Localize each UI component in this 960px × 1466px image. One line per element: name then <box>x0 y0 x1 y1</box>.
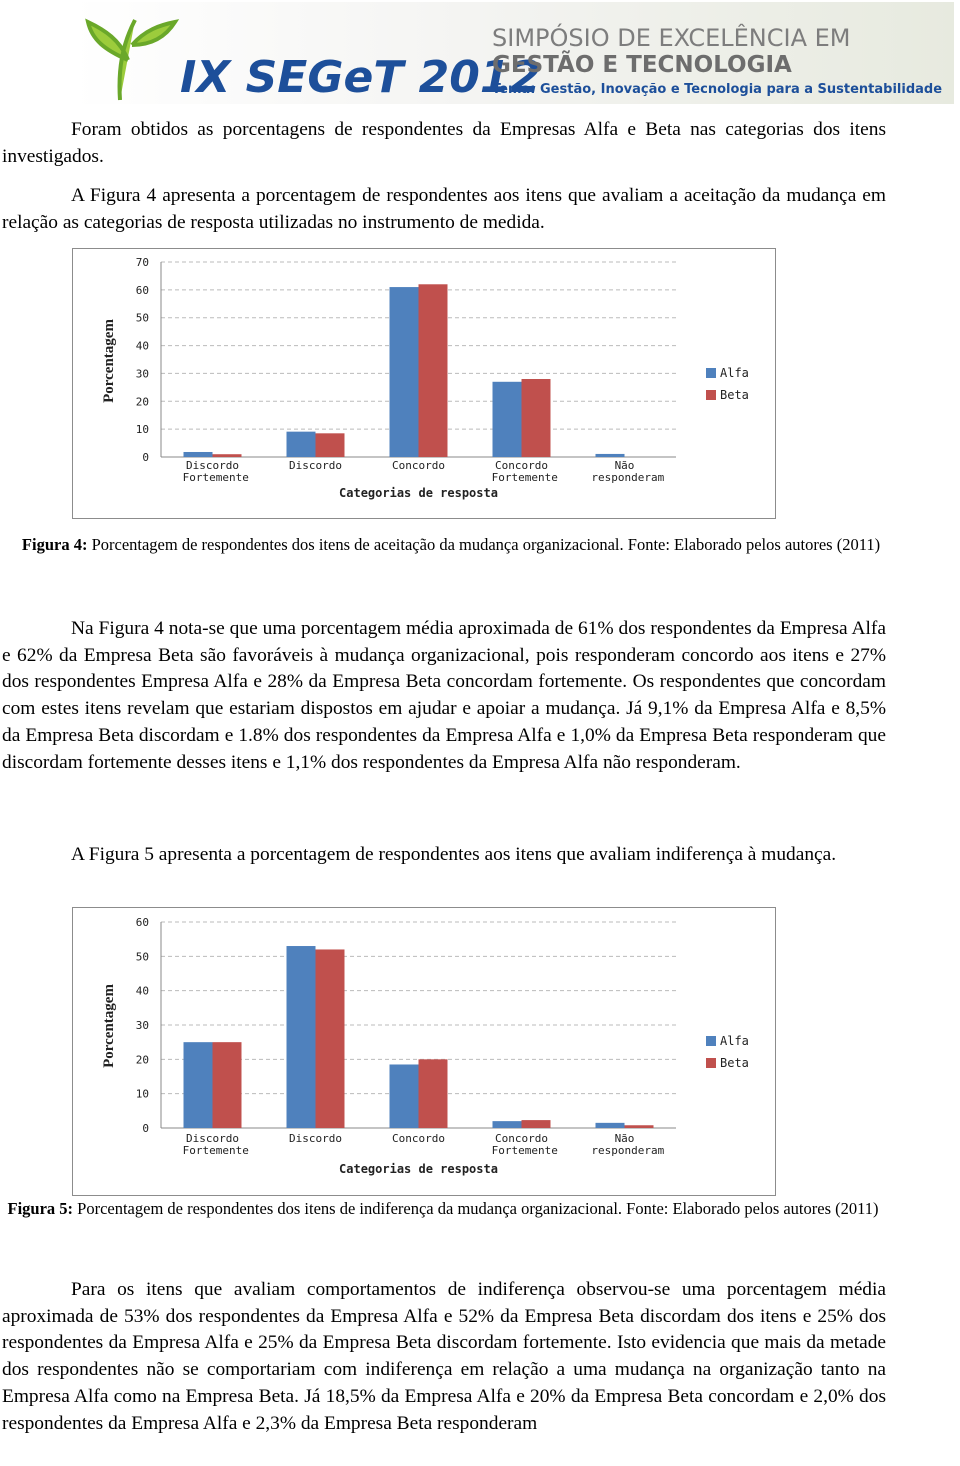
bar <box>624 1125 654 1128</box>
y-tick-label: 40 <box>136 340 149 353</box>
x-tick-label: Não responderam <box>585 459 665 484</box>
caption-text: Porcentagem de respondentes dos itens de… <box>77 1199 879 1218</box>
legend-label: Beta <box>720 388 749 402</box>
bar <box>521 1120 551 1128</box>
bar <box>212 454 242 457</box>
bar <box>595 1122 625 1128</box>
bar <box>183 1042 213 1128</box>
bar-chart: 0 10 20 30 40 50 60 70 Discordo Fortemente Discor… <box>72 248 776 519</box>
y-tick-label: 20 <box>136 1053 149 1066</box>
caption-text: Porcentagem de respondentes dos itens de… <box>91 535 881 554</box>
bar <box>389 287 419 457</box>
x-tick-label: Discordo <box>289 459 342 472</box>
y-tick-label: 50 <box>136 312 149 325</box>
y-tick-label: 50 <box>136 950 149 963</box>
header-line2: GESTÃO E TECNOLOGIA <box>492 50 792 78</box>
y-tick-label: 20 <box>136 395 149 408</box>
bar <box>418 284 448 457</box>
legend-label: Beta <box>720 1056 749 1070</box>
x-axis-title: Categorias de resposta <box>339 1162 498 1176</box>
y-tick-label: 30 <box>136 367 149 380</box>
x-axis-title: Categorias de resposta <box>339 486 498 500</box>
bar <box>183 451 213 457</box>
bar <box>492 1121 522 1128</box>
bar <box>286 946 316 1128</box>
paragraph: A Figura 5 apresenta a porcentagem de re… <box>71 844 837 865</box>
bar <box>595 453 625 457</box>
bar <box>492 381 522 457</box>
bar <box>389 1064 419 1128</box>
bar <box>315 949 345 1128</box>
header-theme: Tema: Gestão, Inovação e Tecnologia para… <box>492 82 942 97</box>
figure-caption: Figura 4: Porcentagem de respondentes do… <box>16 534 886 556</box>
y-axis-title: Porcentagem <box>101 319 117 403</box>
y-tick-label: 60 <box>136 916 149 929</box>
legend-swatch <box>706 1058 716 1068</box>
legend-swatch <box>706 390 716 400</box>
leaf-icon <box>85 18 180 101</box>
y-axis-title: Porcentagem <box>101 984 117 1068</box>
y-tick-label: 10 <box>136 1088 149 1101</box>
legend-swatch <box>706 1036 716 1046</box>
x-tick-label: Discordo <box>289 1132 342 1145</box>
caption-label: Figura 5: <box>7 1199 74 1218</box>
x-tick-label: Discordo Fortemente <box>176 459 249 484</box>
paragraph: Foram obtidos as porcentagens de respond… <box>2 119 886 167</box>
y-tick-label: 0 <box>142 451 149 464</box>
x-tick-label: Concordo Fortemente <box>485 459 558 484</box>
bar <box>286 431 316 457</box>
x-tick-label: Não responderam <box>585 1132 665 1157</box>
x-tick-label: Concordo <box>392 459 445 472</box>
y-tick-label: 60 <box>136 284 149 297</box>
x-tick-label: Concordo <box>392 1132 445 1145</box>
banner-bg <box>72 2 954 104</box>
x-tick-label: Discordo Fortemente <box>176 1132 249 1157</box>
figure-caption: Figura 5: Porcentagem de respondentes do… <box>0 1198 886 1220</box>
paragraph: A Figura 4 apresenta a porcentagem de re… <box>2 185 886 233</box>
caption-label: Figura 4: <box>21 535 88 554</box>
bar <box>212 1042 242 1128</box>
bar-chart: 0 10 20 30 40 50 60 Discordo Fortemente Discordo… <box>72 907 776 1196</box>
legend-label: Alfa <box>720 1034 749 1048</box>
y-tick-label: 0 <box>142 1122 149 1135</box>
x-tick-label: Concordo Fortemente <box>485 1132 558 1157</box>
legend-swatch <box>706 368 716 378</box>
header-banner: IX SEGeT 2012 SIMPÓSIO DE EXCELÊNCIA EM … <box>72 2 954 104</box>
y-tick-label: 40 <box>136 985 149 998</box>
y-tick-label: 70 <box>136 256 149 269</box>
bar <box>418 1059 448 1128</box>
header-line1: SIMPÓSIO DE EXCELÊNCIA EM <box>492 22 851 52</box>
bar <box>315 433 345 457</box>
bar <box>521 379 551 457</box>
y-tick-label: 30 <box>136 1019 149 1032</box>
paragraph: Na Figura 4 nota-se que uma porcentagem … <box>2 618 886 773</box>
legend-label: Alfa <box>720 366 749 380</box>
paragraph: Para os itens que avaliam comportamentos… <box>2 1279 886 1434</box>
y-tick-label: 10 <box>136 423 149 436</box>
event-name: IX SEGeT 2012 <box>180 52 541 103</box>
